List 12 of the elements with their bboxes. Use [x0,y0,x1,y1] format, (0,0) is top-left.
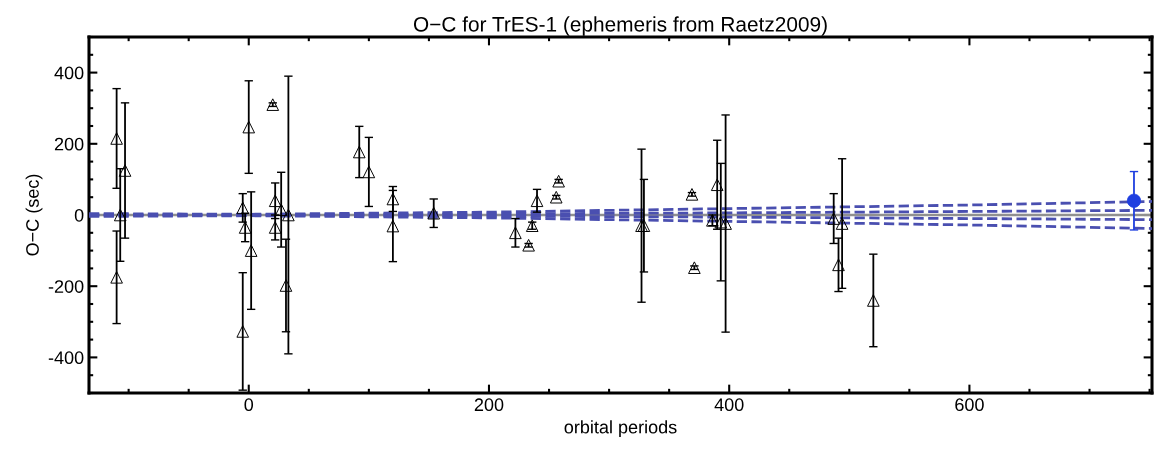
y-tick-label: 400 [54,66,84,80]
chart-title: O−C for TrES-1 (ephemeris from Raetz2009) [413,16,827,36]
y-axis-title: O−C (sec) [25,174,43,256]
x-tick-label: 200 [474,398,504,412]
x-axis-title: orbital periods [564,420,677,438]
x-tick-label: 0 [244,398,254,412]
y-tick-label: 0 [74,208,84,222]
y-tick-label: 200 [54,137,84,151]
x-tick-label: 400 [714,398,744,412]
y-tick-label: -200 [48,280,84,293]
x-tick-label: 600 [955,398,984,412]
y-tick-label: -400 [48,351,84,365]
